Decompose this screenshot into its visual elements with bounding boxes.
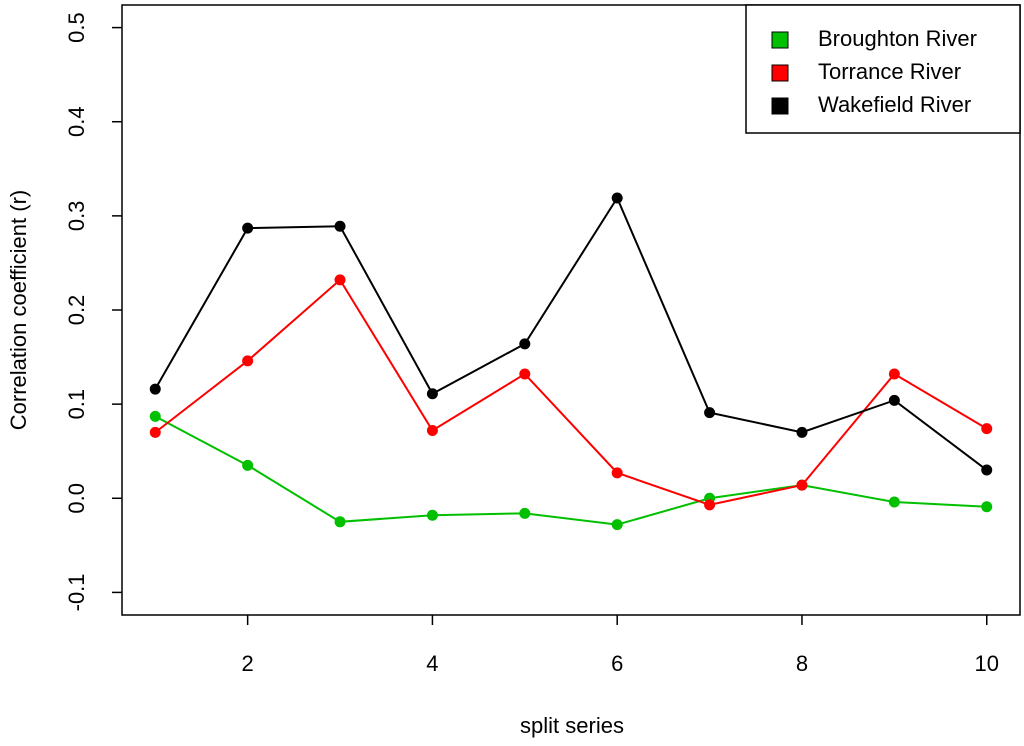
y-tick-label: 0.3 xyxy=(64,201,89,232)
data-point xyxy=(888,394,900,406)
data-point xyxy=(981,423,993,435)
x-axis-label: split series xyxy=(520,713,624,738)
data-point xyxy=(334,274,346,286)
data-point xyxy=(242,222,254,234)
data-point xyxy=(519,338,531,350)
series-line xyxy=(154,195,988,471)
legend-label: Torrance River xyxy=(818,59,961,84)
data-point xyxy=(426,388,438,400)
x-tick-label: 8 xyxy=(796,651,808,676)
x-tick-label: 10 xyxy=(974,651,998,676)
data-point xyxy=(519,368,531,380)
data-point xyxy=(704,407,716,419)
data-point xyxy=(888,368,900,380)
legend-swatch xyxy=(771,97,789,115)
data-point xyxy=(334,516,346,528)
data-point xyxy=(981,464,993,476)
data-point xyxy=(519,507,531,519)
data-point xyxy=(334,220,346,232)
data-point xyxy=(426,424,438,436)
series-line xyxy=(154,415,987,526)
data-point xyxy=(242,459,254,471)
data-point xyxy=(611,192,623,204)
legend-swatch xyxy=(771,64,789,82)
x-tick-label: 4 xyxy=(426,651,438,676)
data-point xyxy=(149,383,161,395)
y-tick-label: 0.0 xyxy=(64,483,89,514)
y-tick-label: -0.1 xyxy=(64,573,89,611)
data-point xyxy=(796,479,808,491)
y-tick-label: 0.2 xyxy=(64,295,89,326)
x-tick-label: 2 xyxy=(242,651,254,676)
data-point xyxy=(242,355,254,367)
y-tick-label: 0.1 xyxy=(64,389,89,420)
data-point xyxy=(149,410,161,422)
data-point xyxy=(611,519,623,531)
y-axis-label: Correlation coefficient (r) xyxy=(6,190,31,430)
data-point xyxy=(981,501,993,513)
legend-label: Wakefield River xyxy=(818,92,971,117)
legend-label: Broughton River xyxy=(818,26,977,51)
x-tick-label: 6 xyxy=(611,651,623,676)
data-point xyxy=(704,499,716,511)
series-line xyxy=(154,278,988,506)
data-point xyxy=(796,426,808,438)
legend-swatch xyxy=(771,31,789,49)
y-tick-label: 0.5 xyxy=(64,12,89,43)
data-point xyxy=(149,426,161,438)
y-tick-label: 0.4 xyxy=(64,106,89,137)
legend-box xyxy=(745,4,1021,134)
data-point xyxy=(888,496,900,508)
data-point xyxy=(611,467,623,479)
data-point xyxy=(426,509,438,521)
